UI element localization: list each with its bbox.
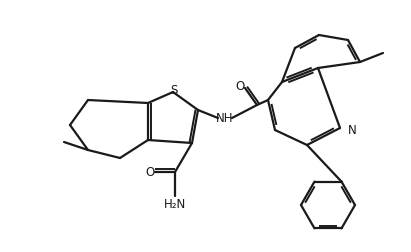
Text: O: O bbox=[145, 166, 155, 178]
Text: S: S bbox=[170, 84, 178, 98]
Text: NH: NH bbox=[216, 111, 234, 124]
Text: O: O bbox=[236, 80, 245, 93]
Text: N: N bbox=[348, 123, 357, 137]
Text: H₂N: H₂N bbox=[164, 199, 186, 211]
